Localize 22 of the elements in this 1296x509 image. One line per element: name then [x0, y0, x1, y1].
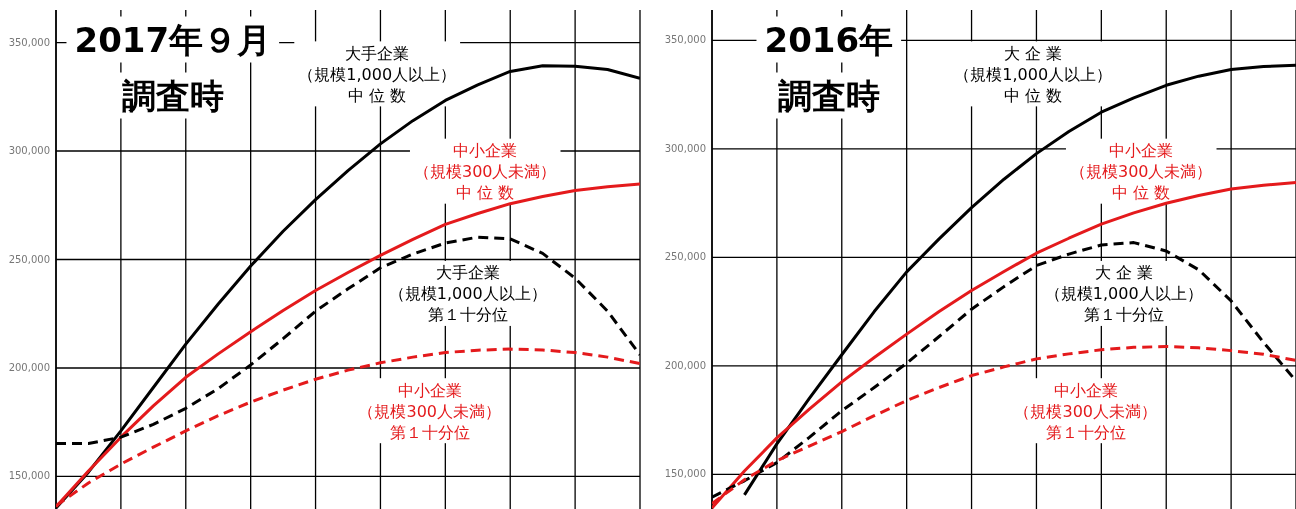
- series-label: 大 企 業（規模1,000人以上）中 位 数: [954, 43, 1113, 105]
- y-tick-label: 300,000: [664, 142, 706, 154]
- chart-title: 2016年: [764, 19, 894, 60]
- y-tick-label: 200,000: [664, 359, 706, 371]
- y-tick-label: 250,000: [664, 251, 706, 263]
- y-tick-label: 300,000: [8, 145, 50, 157]
- series-label: 中小企業（規模300人未満）中 位 数: [413, 140, 557, 202]
- y-tick-label: 350,000: [664, 34, 706, 46]
- series-label: 大 企 業（規模1,000人以上）第１十分位: [1044, 262, 1203, 324]
- y-tick-label: 250,000: [8, 253, 50, 265]
- y-tick-label: 150,000: [8, 470, 50, 482]
- series-label: 大手企業（規模1,000人以上）第１十分位: [388, 262, 547, 324]
- series-label: 中小企業（規模300人未満）第１十分位: [358, 380, 502, 442]
- chart-title: 2017年９月: [74, 19, 272, 60]
- y-tick-label: 350,000: [8, 36, 50, 48]
- text: 調査時: [777, 75, 880, 116]
- series-label: 大手企業（規模1,000人以上）中 位 数: [298, 43, 457, 105]
- series-label: 中小企業（規模300人未満）中 位 数: [1069, 140, 1213, 202]
- series-label: 中小企業（規模300人未満）第１十分位: [1014, 380, 1158, 442]
- y-tick-label: 200,000: [8, 361, 50, 373]
- y-tick-label: 150,000: [664, 468, 706, 480]
- text: 調査時: [121, 75, 224, 116]
